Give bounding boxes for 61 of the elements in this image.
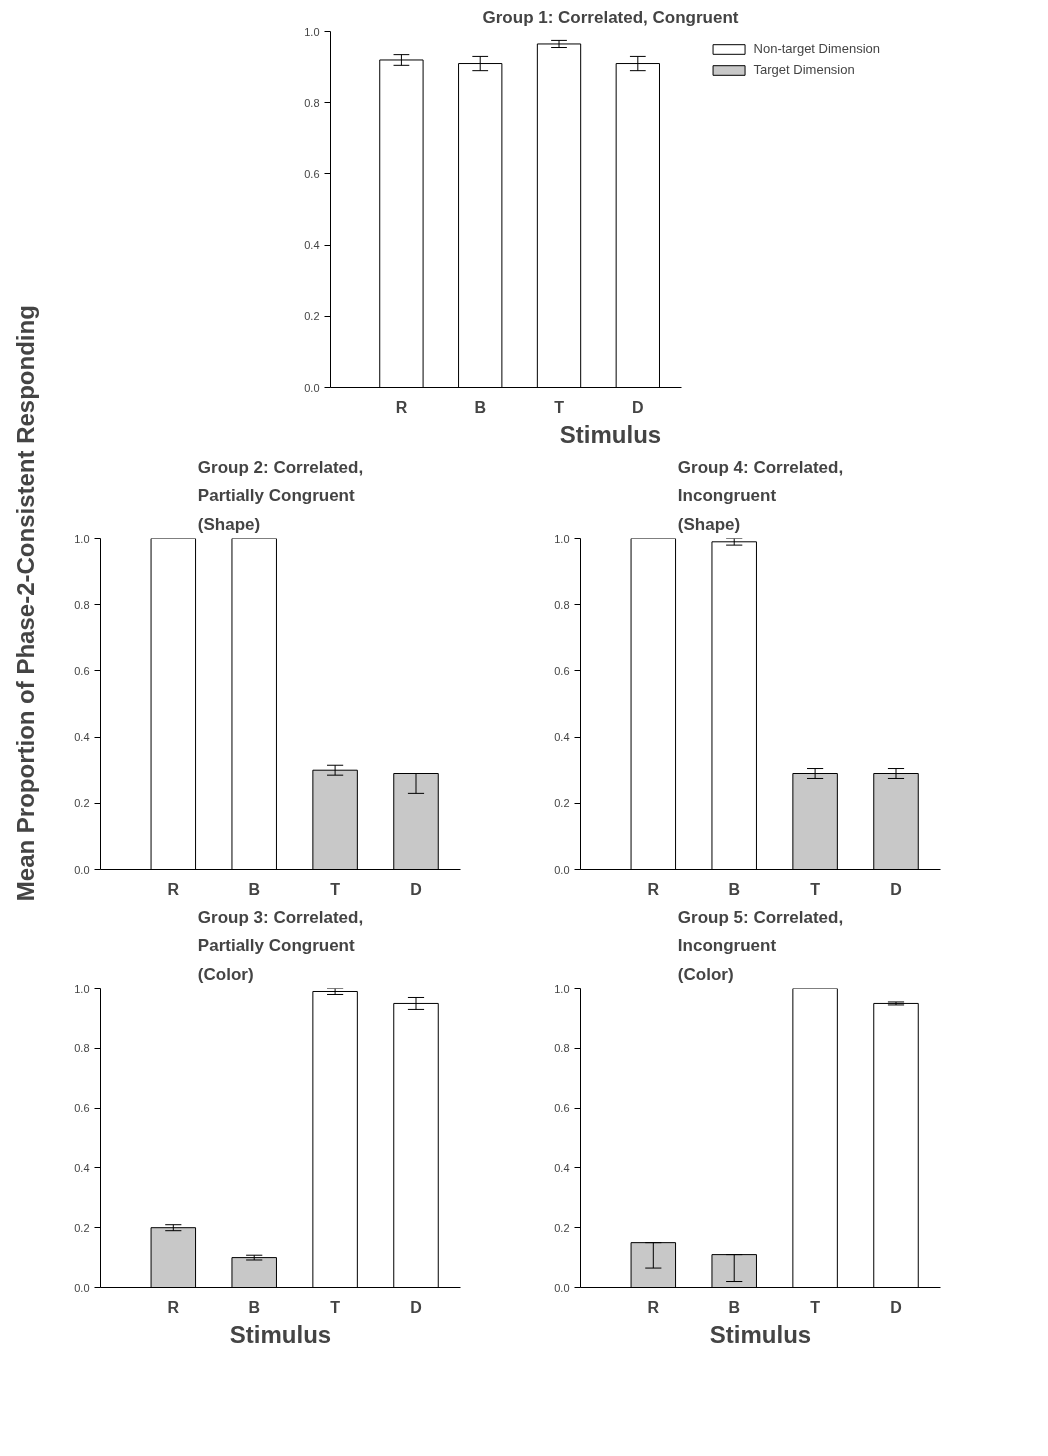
x-tick-label: T <box>330 880 341 898</box>
x-tick-label: B <box>728 880 740 898</box>
y-tick-label: 0.4 <box>554 731 570 744</box>
y-tick-label: 0.2 <box>74 1221 90 1234</box>
y-tick-label: 0.0 <box>554 1281 570 1294</box>
y-tick-label: 0.8 <box>74 598 90 611</box>
y-tick-label: 1.0 <box>74 982 90 995</box>
y-tick-label: 1.0 <box>74 532 90 545</box>
y-tick-label: 0.0 <box>304 381 320 394</box>
y-tick-label: 0.0 <box>554 863 570 876</box>
y-tick-label: 0.2 <box>554 1221 570 1234</box>
x-tick-label: R <box>647 880 660 898</box>
chart-title: Group 2: Correlated, Partially Congruent (Shape) <box>197 457 364 534</box>
y-tick-label: 0.2 <box>554 797 570 810</box>
chart-title: Group 5: Correlated, Incongruent (Color) <box>677 907 844 984</box>
x-tick-label: R <box>647 1298 660 1316</box>
x-tick-label: B <box>248 1298 260 1316</box>
chart-title: Group 3: Correlated, Partially Congruent (Color) <box>197 907 364 984</box>
x-tick-label: R <box>167 880 180 898</box>
legend-label: Target Dimension <box>753 62 855 77</box>
x-tick-label: R <box>167 1298 180 1316</box>
x-axis-title: Stimulus <box>229 1320 332 1348</box>
x-tick-label: T <box>330 1298 341 1316</box>
x-axis-title: Stimulus <box>709 1320 812 1348</box>
x-tick-label: D <box>410 880 422 898</box>
y-tick-label: 0.6 <box>74 1102 90 1115</box>
x-tick-label: D <box>890 1298 902 1316</box>
x-tick-label: B <box>474 398 486 416</box>
y-axis-title: Mean Proportion of Phase-2-Consistent Responding <box>12 305 39 902</box>
x-tick-label: R <box>395 398 408 416</box>
x-tick-label: T <box>810 1298 821 1316</box>
x-tick-label: B <box>728 1298 740 1316</box>
x-tick-label: B <box>248 880 260 898</box>
y-tick-label: 0.4 <box>304 239 320 252</box>
x-axis-title: Stimulus <box>559 420 662 448</box>
y-tick-label: 0.6 <box>554 1102 570 1115</box>
y-tick-label: 0.8 <box>74 1042 90 1055</box>
y-tick-label: 0.0 <box>74 863 90 876</box>
y-tick-label: 0.6 <box>554 664 570 677</box>
y-tick-label: 1.0 <box>554 532 570 545</box>
y-tick-label: 0.0 <box>74 1281 90 1294</box>
y-tick-label: 0.8 <box>304 96 320 109</box>
y-tick-label: 0.8 <box>554 1042 570 1055</box>
x-tick-label: D <box>632 398 644 416</box>
y-tick-label: 0.6 <box>74 664 90 677</box>
y-tick-label: 0.8 <box>554 598 570 611</box>
x-tick-label: T <box>554 398 565 416</box>
y-tick-label: 1.0 <box>554 982 570 995</box>
chart-title: Group 4: Correlated, Incongruent (Shape) <box>677 457 844 534</box>
y-tick-label: 0.4 <box>74 1161 90 1174</box>
y-tick-label: 0.2 <box>74 797 90 810</box>
x-tick-label: D <box>410 1298 422 1316</box>
y-tick-label: 1.0 <box>304 25 320 38</box>
y-tick-label: 0.6 <box>304 167 320 180</box>
y-tick-label: 0.4 <box>74 731 90 744</box>
chart-title: Group 1: Correlated, Congruent <box>482 7 739 27</box>
y-tick-label: 0.4 <box>554 1161 570 1174</box>
y-tick-label: 0.2 <box>304 310 320 323</box>
legend-label: Non-target Dimension <box>753 41 880 56</box>
x-tick-label: D <box>890 880 902 898</box>
x-tick-label: T <box>810 880 821 898</box>
